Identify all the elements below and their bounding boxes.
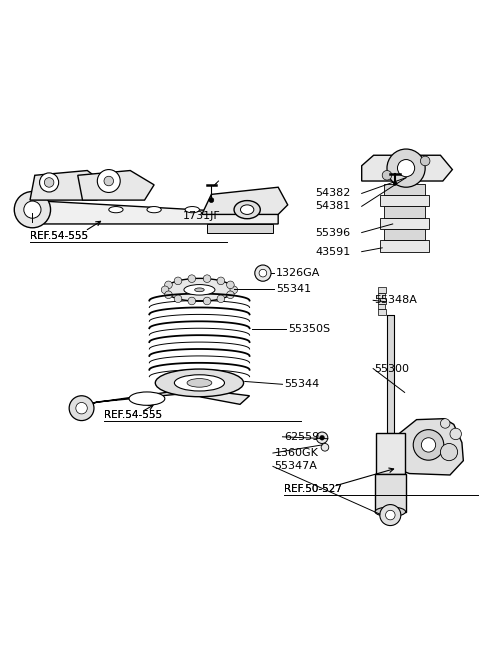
Circle shape: [161, 286, 169, 294]
Circle shape: [227, 281, 234, 289]
Ellipse shape: [187, 379, 212, 387]
Ellipse shape: [240, 205, 254, 215]
Circle shape: [259, 270, 267, 277]
Circle shape: [441, 443, 457, 461]
Circle shape: [76, 402, 87, 414]
Text: 1360GK: 1360GK: [275, 448, 318, 458]
Polygon shape: [378, 298, 386, 304]
Text: REF.54-555: REF.54-555: [30, 231, 88, 241]
Text: 43591: 43591: [315, 247, 351, 256]
Circle shape: [397, 159, 415, 176]
Circle shape: [385, 510, 395, 520]
Text: 54381: 54381: [315, 201, 351, 211]
Circle shape: [420, 156, 430, 166]
Circle shape: [209, 197, 214, 203]
Circle shape: [203, 275, 211, 283]
Polygon shape: [25, 200, 278, 224]
Circle shape: [321, 443, 329, 451]
Text: 55344: 55344: [284, 379, 319, 389]
Circle shape: [230, 286, 238, 294]
Polygon shape: [30, 171, 107, 200]
Circle shape: [441, 419, 450, 428]
Bar: [376, 433, 405, 474]
Text: 1731JF: 1731JF: [183, 211, 220, 221]
Circle shape: [320, 436, 324, 440]
Polygon shape: [78, 171, 154, 200]
Text: 55350S: 55350S: [288, 325, 330, 335]
Polygon shape: [378, 309, 386, 315]
Circle shape: [393, 182, 397, 185]
Text: 55348A: 55348A: [374, 295, 418, 305]
Circle shape: [413, 430, 444, 461]
Ellipse shape: [129, 392, 165, 405]
Polygon shape: [384, 184, 425, 195]
Text: REF.54-555: REF.54-555: [104, 410, 162, 420]
Polygon shape: [393, 419, 463, 475]
Circle shape: [44, 178, 54, 187]
Circle shape: [217, 295, 225, 302]
Text: 62559: 62559: [284, 432, 319, 441]
Text: 55347A: 55347A: [275, 461, 317, 472]
Ellipse shape: [195, 288, 204, 292]
Circle shape: [450, 428, 461, 440]
Polygon shape: [378, 304, 384, 309]
Polygon shape: [73, 390, 250, 411]
Ellipse shape: [174, 375, 225, 391]
Circle shape: [255, 265, 271, 281]
Circle shape: [382, 171, 392, 180]
Circle shape: [421, 438, 436, 452]
Ellipse shape: [234, 201, 260, 218]
Ellipse shape: [375, 507, 406, 516]
Polygon shape: [380, 218, 429, 229]
Polygon shape: [380, 195, 429, 207]
Ellipse shape: [184, 285, 215, 295]
Text: REF.50-527: REF.50-527: [284, 484, 342, 495]
Text: REF.50-527: REF.50-527: [284, 484, 342, 495]
Circle shape: [165, 291, 172, 298]
Polygon shape: [206, 224, 274, 233]
Circle shape: [316, 432, 328, 443]
Circle shape: [39, 173, 59, 192]
Bar: [375, 474, 406, 512]
Circle shape: [97, 169, 120, 192]
Circle shape: [14, 192, 50, 228]
Circle shape: [227, 291, 234, 298]
Text: 55396: 55396: [315, 228, 350, 237]
Text: 54382: 54382: [315, 188, 351, 198]
Circle shape: [217, 277, 225, 285]
Text: REF.54-555: REF.54-555: [104, 410, 162, 420]
Ellipse shape: [147, 207, 161, 213]
Circle shape: [24, 201, 41, 218]
Polygon shape: [362, 155, 452, 181]
Text: REF.54-555: REF.54-555: [30, 231, 88, 241]
Bar: [386, 315, 394, 433]
Text: 1326GA: 1326GA: [276, 268, 320, 278]
Circle shape: [203, 297, 211, 305]
Circle shape: [188, 297, 196, 305]
Polygon shape: [378, 293, 384, 298]
Polygon shape: [384, 229, 425, 240]
Polygon shape: [202, 187, 288, 215]
Polygon shape: [378, 287, 386, 293]
Polygon shape: [384, 207, 425, 218]
Polygon shape: [380, 240, 429, 252]
Ellipse shape: [185, 207, 199, 213]
Ellipse shape: [156, 369, 243, 397]
Ellipse shape: [165, 278, 234, 301]
Circle shape: [174, 277, 182, 285]
Circle shape: [188, 275, 196, 283]
Circle shape: [165, 281, 172, 289]
Circle shape: [104, 176, 114, 186]
Circle shape: [69, 396, 94, 420]
Circle shape: [380, 504, 401, 525]
Text: 55341: 55341: [276, 284, 311, 294]
Ellipse shape: [109, 207, 123, 213]
Circle shape: [174, 295, 182, 302]
Text: 55300: 55300: [374, 363, 409, 373]
Circle shape: [387, 149, 425, 187]
